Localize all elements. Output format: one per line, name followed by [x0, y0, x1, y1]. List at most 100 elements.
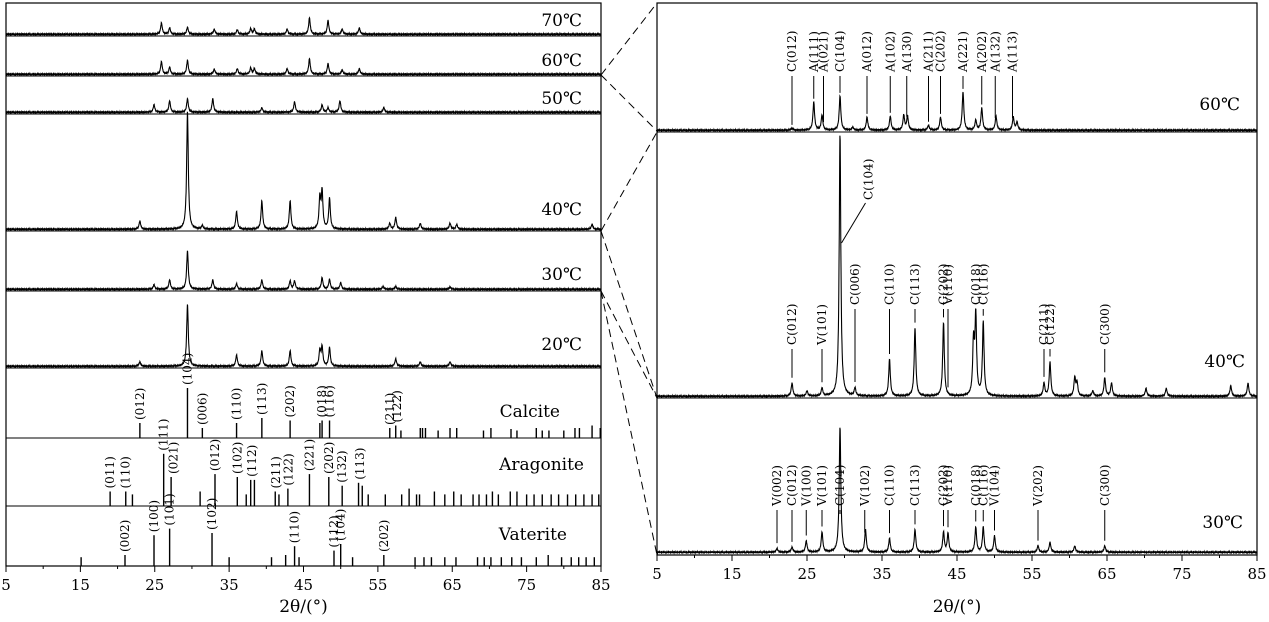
- ref-calcite-hkl-7: (116): [323, 385, 337, 417]
- left-trace-30c-line: [5, 250, 602, 292]
- right-tick-label-75: 75: [1172, 565, 1191, 583]
- ref-aragonite-hkl-5: (102): [230, 442, 244, 474]
- right-trace-60c-hkl-12: A(113): [1006, 31, 1020, 73]
- right-trace-30c-hkl-10: C(018): [969, 465, 983, 506]
- ref-aragonite-hkl-6: (112): [245, 445, 259, 477]
- left-x-axis-label: 2θ/(°): [279, 597, 328, 617]
- right-trace-60c-hkl-1: A(111): [807, 31, 821, 73]
- right-trace-40c-hkl-10: C(211): [1037, 304, 1051, 345]
- left-tick-label-5: 5: [1, 576, 11, 594]
- left-tick-label-65: 65: [443, 576, 462, 594]
- right-tick-label-65: 65: [1097, 565, 1116, 583]
- right-trace-30c-hkl-14: C(300): [1098, 465, 1112, 506]
- right-trace-30c-hkl-8: C(202): [937, 465, 951, 506]
- ref-vaterite-hkl-5: (112): [327, 515, 341, 547]
- ref-calcite-hkl-6: (018): [315, 385, 329, 417]
- right-trace-40c-hkl-12: C(300): [1098, 304, 1112, 345]
- ref-calcite-hkl-2: (006): [195, 393, 209, 425]
- right-trace-60c-hkl-11: A(132): [988, 31, 1002, 73]
- right-trace-30c-hkl-12: V(104): [988, 465, 1002, 507]
- right-trace-60c-hkl-10: A(202): [975, 31, 989, 73]
- right-trace-40c-hkl-7: V(110): [941, 264, 955, 306]
- right-trace-30c-hkl-13: V(202): [1031, 465, 1045, 507]
- connector-line-4: [600, 290, 658, 399]
- ref-calcite-hkl-4: (113): [255, 383, 269, 415]
- right-trace-60c-hkl-8: C(202): [934, 31, 948, 72]
- ref-calcite-hkl-5: (202): [283, 385, 297, 417]
- right-trace-60c-hkl-7: A(211): [922, 31, 936, 73]
- right-trace-40c-label: 40℃: [1204, 352, 1245, 372]
- left-plot-frame: [5, 2, 602, 567]
- ref-calcite-hkl-3: (110): [230, 388, 244, 420]
- left-trace-40c-line: [5, 111, 602, 232]
- left-tick-label-35: 35: [220, 576, 239, 594]
- ref-aragonite-hkl-4: (012): [208, 439, 222, 471]
- ref-vaterite-hkl-4: (110): [288, 511, 302, 543]
- left-tick-label-25: 25: [145, 576, 164, 594]
- ref-aragonite-hkl-7: (211): [269, 456, 283, 488]
- zoom-connectors: [600, 2, 658, 556]
- right-tick-label-45: 45: [947, 565, 966, 583]
- ref-vaterite-hkl-2: (101): [163, 493, 177, 525]
- right-trace-40c-hkl-11: C(122): [1043, 304, 1057, 345]
- right-trace-60c-hkl-9: A(221): [956, 31, 970, 73]
- right-trace-40c-leader-2: [841, 202, 866, 244]
- connector-line-5: [600, 290, 658, 556]
- right-tick-label-85: 85: [1247, 565, 1266, 583]
- right-trace-30c-hkl-0: V(002): [770, 465, 784, 507]
- ref-vaterite-hkl-6: (104): [334, 509, 348, 541]
- right-trace-60c-hkl-4: A(012): [860, 31, 874, 73]
- right-trace-30c-hkl-1: C(012): [785, 465, 799, 506]
- right-plot-frame: [656, 2, 1258, 556]
- left-trace-20c-line: [5, 304, 602, 369]
- right-trace-40c-hkl-5: C(113): [908, 264, 922, 305]
- ref-vaterite-hkl-7: (202): [377, 520, 391, 552]
- right-trace-30c-hkl-3: V(101): [815, 465, 829, 507]
- left-tick-label-55: 55: [368, 576, 387, 594]
- left-trace-70c-label: 70℃: [541, 11, 582, 31]
- ref-vaterite-name: Vaterite: [498, 525, 567, 545]
- right-panel: 60℃C(012) A(111)A(021) C(104) A(012) A(102) A…: [652, 2, 1267, 617]
- ref-calcite-hkl-8: (211): [383, 393, 397, 425]
- right-tick-label-15: 15: [722, 565, 741, 583]
- left-trace-30c-label: 30℃: [541, 265, 582, 285]
- right-trace-30c-hkl-11: C(116): [976, 465, 990, 506]
- right-trace-30c-hkl-5: V(102): [858, 465, 872, 507]
- right-trace-40c-hkl-0: C(012): [785, 304, 799, 345]
- right-tick-label-5: 5: [652, 565, 662, 583]
- right-trace-30c-hkl-4: C(104): [833, 465, 847, 506]
- right-trace-60c-hkl-6: A(130): [900, 31, 914, 73]
- ref-calcite-hkl-0: (012): [133, 388, 147, 420]
- right-trace-30c-line: [656, 427, 1258, 555]
- left-trace-20c-label: 20℃: [541, 335, 582, 355]
- connector-line-0: [600, 2, 658, 76]
- ref-aragonite-hkl-3: (021): [166, 442, 180, 474]
- ref-calcite-hkl-9: (122): [390, 390, 404, 422]
- ref-aragonite-hkl-12: (113): [353, 448, 367, 480]
- right-trace-30c-hkl-9: V(110): [941, 465, 955, 507]
- right-trace-60c-line: [656, 91, 1258, 133]
- right-trace-40c-hkl-2: C(104): [862, 159, 876, 200]
- ref-vaterite-hkl-0: (002): [118, 520, 132, 552]
- left-trace-40c-label: 40℃: [541, 200, 582, 220]
- ref-aragonite-hkl-0: (011): [103, 456, 117, 488]
- left-panel: 70℃60℃50℃40℃30℃20℃(012)(104)(006) (110) (1…: [1, 2, 611, 617]
- right-trace-60c-hkl-5: A(102): [883, 31, 897, 73]
- right-tick-label-35: 35: [872, 565, 891, 583]
- right-trace-40c-hkl-6: C(202): [937, 264, 951, 305]
- left-trace-70c-line: [5, 16, 602, 37]
- right-trace-40c-hkl-1: V(101): [815, 304, 829, 346]
- left-tick-label-85: 85: [591, 576, 610, 594]
- ref-calcite-name: Calcite: [500, 402, 560, 422]
- ref-aragonite-hkl-9: (221): [302, 439, 316, 471]
- right-trace-40c-hkl-8: C(018): [969, 264, 983, 305]
- connector-line-1: [600, 74, 658, 132]
- ref-aragonite-name: Aragonite: [498, 455, 584, 475]
- left-trace-50c-line: [5, 97, 602, 115]
- right-trace-40c-hkl-4: C(110): [883, 264, 897, 305]
- connector-line-2: [600, 131, 658, 232]
- right-trace-60c-hkl-3: C(104): [833, 31, 847, 72]
- right-trace-30c-hkl-2: V(100): [799, 465, 813, 507]
- right-trace-60c-label: 60℃: [1199, 95, 1240, 115]
